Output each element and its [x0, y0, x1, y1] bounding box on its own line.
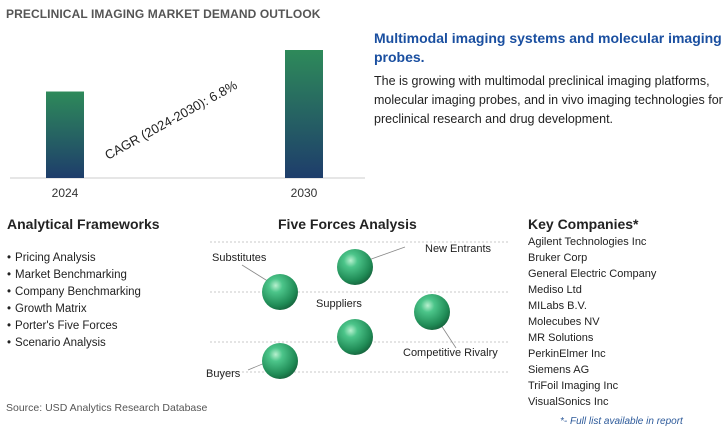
- framework-item: Growth Matrix: [7, 301, 141, 318]
- company-item: Siemens AG: [528, 364, 590, 376]
- company-item: MR Solutions: [528, 332, 594, 344]
- market-description: The is growing with multimodal preclinic…: [374, 74, 723, 126]
- company-item: TriFoil Imaging Inc: [528, 380, 619, 392]
- market-bar-chart: 2024 2030 CAGR (2024-2030): 6.8%: [10, 50, 365, 200]
- competitive-rivalry-sphere: [414, 294, 450, 330]
- bar-2030: [285, 50, 323, 178]
- substitutes-sphere: [262, 274, 298, 310]
- source-note: Source: USD Analytics Research Database: [6, 402, 208, 414]
- buyers-label: Buyers: [206, 368, 241, 380]
- suppliers-sphere: [337, 319, 373, 355]
- suppliers-label: Suppliers: [316, 298, 362, 310]
- company-item: Molecubes NV: [528, 316, 600, 328]
- framework-item: Market Benchmarking: [7, 267, 141, 284]
- page-title: PRECLINICAL IMAGING MARKET DEMAND OUTLOO…: [6, 7, 321, 21]
- company-item: Bruker Corp: [528, 252, 588, 264]
- cagr-annotation: CAGR (2024-2030): 6.8%: [102, 77, 240, 163]
- x-tick-label: 2030: [291, 186, 318, 200]
- company-item: MILabs B.V.: [528, 300, 587, 312]
- framework-item: Company Benchmarking: [7, 284, 141, 301]
- companies-title: Key Companies*: [528, 216, 639, 232]
- bar-2024: [46, 91, 84, 178]
- five-forces-title: Five Forces Analysis: [278, 216, 417, 232]
- buyers-sphere: [262, 343, 298, 379]
- company-item: VisualSonics Inc: [528, 396, 609, 408]
- framework-item: Scenario Analysis: [7, 335, 141, 352]
- substitutes-label: Substitutes: [212, 252, 267, 264]
- headline: Multimodal imaging systems and molecular…: [374, 30, 722, 65]
- cagr-value: 6.8%: [206, 77, 240, 105]
- companies-list: Agilent Technologies Inc Bruker Corp Gen…: [528, 234, 656, 410]
- company-item: Mediso Ltd: [528, 284, 582, 296]
- frameworks-title: Analytical Frameworks: [7, 216, 160, 232]
- company-item: Agilent Technologies Inc: [528, 236, 647, 248]
- cagr-label: CAGR (2024-2030):: [102, 92, 214, 163]
- framework-item: Porter's Five Forces: [7, 318, 141, 335]
- framework-item: Pricing Analysis: [7, 250, 141, 267]
- frameworks-list: Pricing Analysis Market Benchmarking Com…: [7, 250, 141, 352]
- x-tick-label: 2024: [52, 186, 79, 200]
- new-entrants-label: New Entrants: [425, 243, 492, 255]
- five-forces-diagram: Substitutes New Entrants Suppliers Compe…: [206, 241, 510, 380]
- company-item: PerkinElmer Inc: [528, 348, 606, 360]
- companies-footnote: *- Full list available in report: [560, 416, 683, 427]
- new-entrants-sphere: [337, 249, 373, 285]
- company-item: General Electric Company: [528, 268, 657, 280]
- competitive-rivalry-label: Competitive Rivalry: [403, 347, 498, 359]
